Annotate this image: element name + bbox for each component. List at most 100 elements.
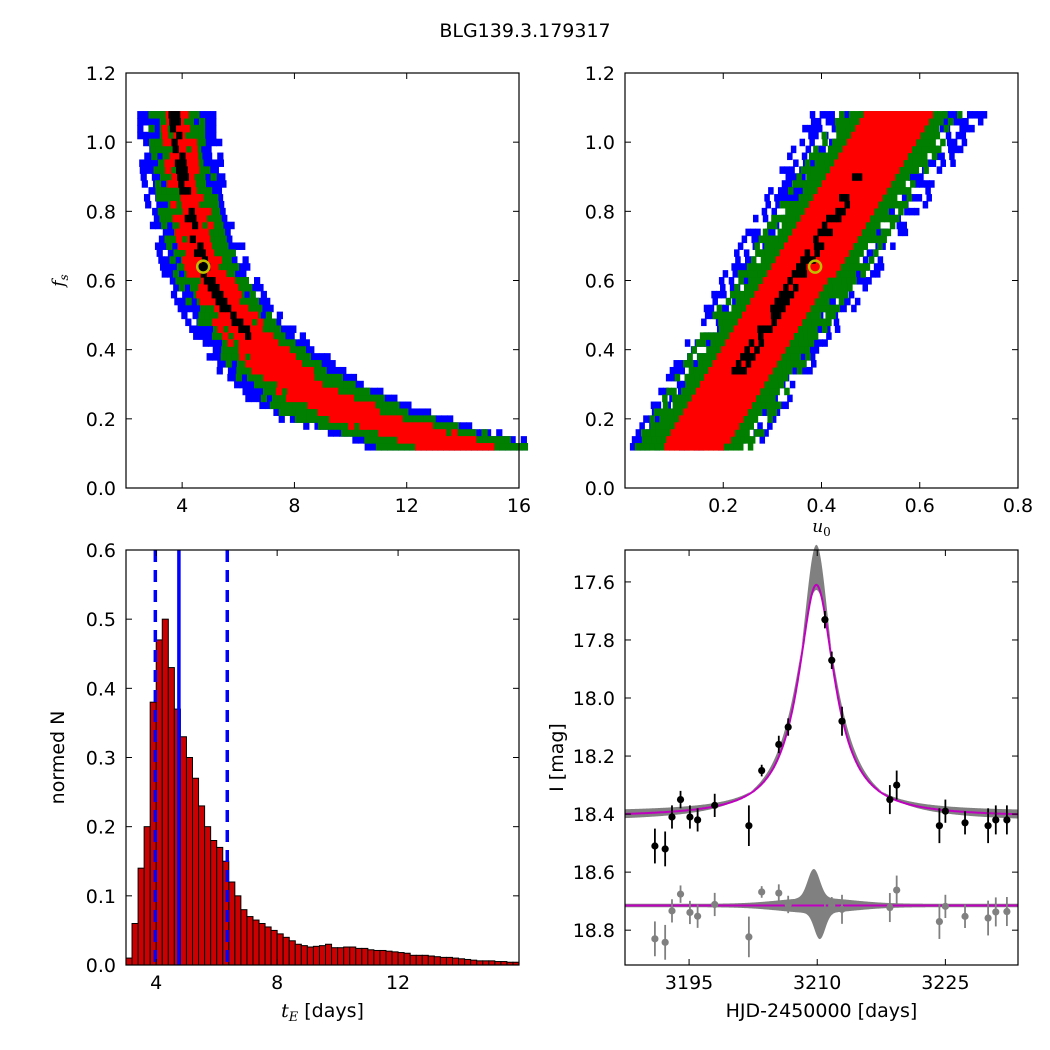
density-cell-green [786, 366, 793, 375]
density-cell-black [198, 263, 205, 271]
density-cell-blue [797, 187, 804, 195]
density-cell-green [816, 173, 822, 181]
density-cell-black [172, 145, 179, 154]
x-tick-label: 3225 [921, 972, 969, 994]
density-cell-green [824, 304, 831, 313]
density-cell-blue [704, 311, 711, 320]
density-cell-green [787, 228, 793, 237]
density-cell-green [865, 228, 872, 237]
density-cell-blue [194, 325, 201, 333]
density-cell-red [709, 422, 715, 430]
density-cell-red [181, 200, 188, 209]
density-cell-green [781, 360, 787, 368]
density-cell-blue [149, 221, 157, 230]
density-cell-blue [204, 138, 212, 147]
density-cell-red [198, 235, 205, 244]
density-cell-green [852, 242, 859, 250]
density-cell-red [290, 366, 297, 375]
density-cell-blue [897, 228, 904, 237]
density-cell-blue [141, 180, 148, 188]
density-cell-red [859, 117, 865, 126]
density-cell-green [392, 436, 399, 444]
density-cell-blue [205, 145, 212, 154]
density-cell-green [262, 387, 270, 396]
density-cell-black [792, 283, 799, 292]
density-cell-green [895, 180, 901, 188]
density-cell-green [853, 249, 859, 257]
density-cell-blue [751, 235, 757, 244]
density-cell-blue [820, 145, 826, 154]
density-cell-blue [816, 124, 823, 133]
density-cell-red [872, 200, 879, 209]
density-cell-green [834, 117, 841, 126]
density-cell-black [174, 117, 181, 126]
density-cell-red [346, 401, 353, 410]
density-cell-red [336, 394, 343, 403]
density-cell-blue [901, 221, 907, 230]
histogram-bar [464, 958, 472, 966]
density-cell-green [253, 318, 260, 327]
density-cell-blue [655, 401, 662, 410]
density-cell-blue [711, 290, 717, 299]
density-cell-green [802, 180, 808, 188]
density-cell-red [851, 138, 858, 147]
density-cell-red [725, 339, 731, 347]
density-cell-red [776, 263, 782, 271]
density-cell-red [767, 277, 774, 285]
density-cell-blue [919, 180, 925, 188]
density-cell-blue [768, 187, 774, 195]
density-cell-red [779, 249, 786, 257]
density-cell-red [838, 249, 845, 257]
density-cell-blue [204, 124, 211, 133]
density-cell-black [813, 242, 820, 250]
density-cell-red [800, 311, 807, 320]
density-cell-blue [153, 214, 161, 223]
density-cell-green [256, 304, 263, 313]
density-cell-red [845, 221, 852, 230]
density-cell-green [699, 373, 705, 382]
density-cell-red [816, 221, 822, 230]
density-cell-red [274, 373, 281, 382]
density-cell-red [847, 242, 854, 250]
density-cell-green [734, 290, 741, 299]
density-cell-green [797, 180, 803, 188]
density-cell-green [774, 387, 780, 396]
density-cell-red [726, 401, 733, 410]
density-cell-red [769, 290, 775, 299]
y-tick-label: 18.0 [573, 688, 615, 710]
density-cell-blue [802, 124, 808, 133]
density-cell-green [766, 263, 772, 271]
density-cell-red [731, 353, 738, 361]
density-cell-blue [137, 131, 144, 140]
density-cell-blue [259, 387, 266, 396]
density-cell-green [770, 401, 777, 410]
density-cell-red [440, 429, 447, 437]
density-cell-red [860, 173, 866, 181]
density-cell-red [750, 297, 756, 306]
density-cell-red [877, 194, 883, 202]
density-cell-red [451, 429, 458, 437]
density-cell-red [772, 277, 779, 285]
density-cell-green [798, 332, 804, 340]
density-cell-black [213, 283, 220, 292]
density-cell-red [847, 235, 853, 244]
density-cell-green [796, 173, 802, 181]
density-cell-red [786, 270, 793, 278]
density-cell-blue [759, 436, 766, 444]
density-cell-green [286, 401, 293, 410]
histogram-bar [234, 895, 242, 966]
x-tick-label: 4 [150, 972, 162, 994]
density-cell-red [695, 387, 702, 396]
density-cell-black [207, 283, 214, 292]
density-cell-red [777, 325, 784, 333]
density-cell-blue [969, 124, 975, 133]
density-cell-red [236, 304, 243, 313]
density-cell-green [732, 318, 739, 327]
density-cell-red [734, 339, 741, 347]
density-cell-red [185, 249, 192, 257]
density-cell-green [805, 311, 812, 320]
density-cell-green [658, 408, 665, 416]
density-cell-green [381, 443, 388, 451]
density-cell-red [748, 332, 755, 340]
density-cell-green [644, 443, 651, 451]
